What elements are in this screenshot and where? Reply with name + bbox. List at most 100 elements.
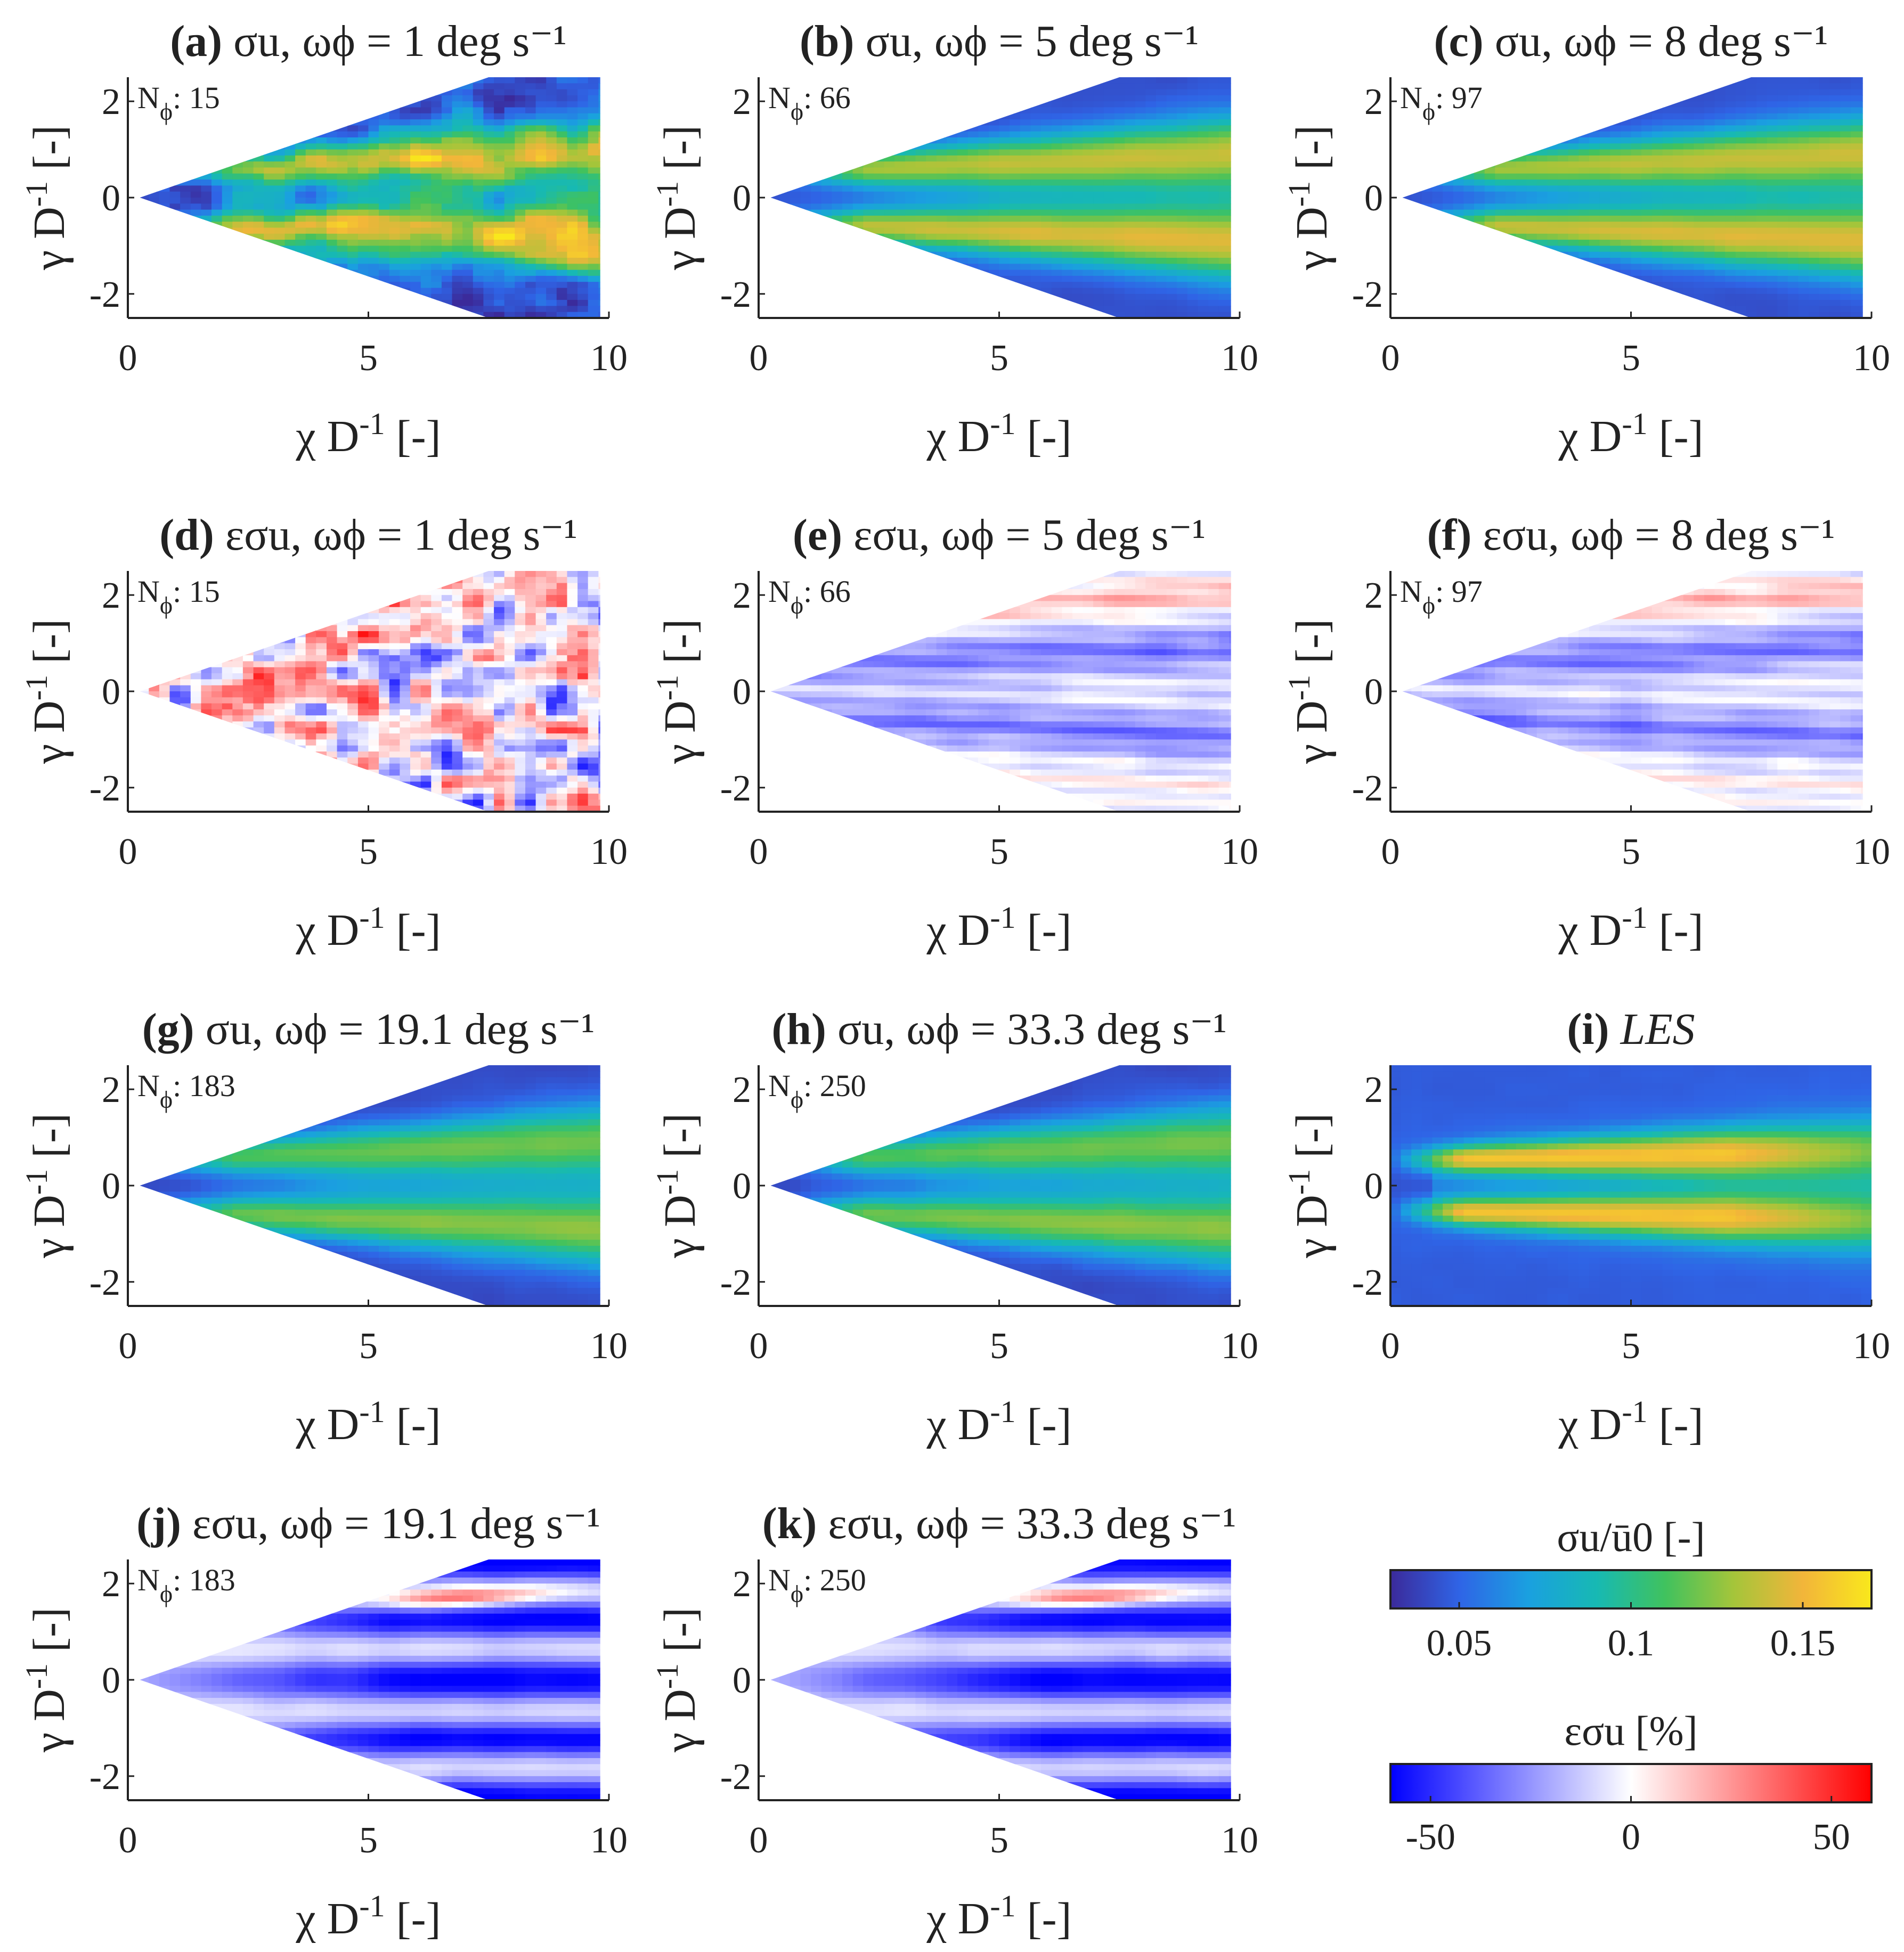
heatmap-cell: [1083, 269, 1094, 276]
heatmap-cell: [1651, 246, 1663, 252]
heatmap-cell: [1516, 95, 1527, 102]
heatmap-cell: [873, 179, 885, 186]
heatmap-cell: [1526, 215, 1537, 222]
heatmap-cell: [222, 143, 233, 150]
heatmap-cell: [1620, 300, 1632, 307]
heatmap-cell: [1568, 101, 1580, 108]
heatmap-cell: [567, 155, 578, 162]
heatmap-cell: [852, 155, 864, 162]
heatmap-cell: [1694, 288, 1705, 295]
heatmap-cell: [988, 185, 1000, 192]
heatmap-cell: [1610, 246, 1621, 252]
heatmap-cell: [926, 233, 937, 240]
heatmap-cell: [494, 137, 505, 144]
heatmap-cell: [1526, 233, 1537, 240]
heatmap-cell: [410, 293, 421, 300]
heatmap-cell: [1041, 101, 1052, 108]
heatmap-cell: [577, 293, 589, 300]
heatmap-cell: [462, 306, 474, 313]
heatmap-cell: [967, 209, 979, 216]
heatmap-cell: [441, 251, 453, 258]
heatmap-cell: [978, 288, 989, 295]
heatmap-cell: [936, 198, 948, 205]
heatmap-cell: [1714, 101, 1726, 108]
heatmap-cell: [441, 113, 453, 120]
heatmap-cell: [1145, 240, 1157, 247]
heatmap-cell: [452, 113, 463, 120]
heatmap-cell: [535, 251, 547, 258]
heatmap-cell: [832, 258, 843, 265]
heatmap-cell: [159, 83, 170, 90]
heatmap-cell: [1495, 77, 1506, 84]
heatmap-cell: [884, 101, 895, 108]
heatmap-cell: [1402, 222, 1412, 228]
heatmap-cell: [1536, 300, 1548, 307]
heatmap-cell: [1166, 179, 1177, 186]
heatmap-cell: [988, 306, 1000, 313]
heatmap-cell: [1610, 143, 1621, 150]
heatmap-cell: [462, 300, 474, 307]
heatmap-cell: [1432, 185, 1443, 192]
heatmap-cell: [1229, 191, 1231, 198]
heatmap-cell: [1135, 83, 1146, 90]
heatmap-cell: [1505, 89, 1517, 96]
heatmap-cell: [1610, 125, 1621, 132]
heatmap-cell: [884, 113, 895, 120]
heatmap-cell: [1421, 209, 1433, 216]
heatmap-cell: [1041, 161, 1052, 168]
heatmap-cell: [598, 143, 600, 150]
heatmap-cell: [546, 95, 557, 102]
heatmap-cell: [232, 113, 243, 120]
heatmap-cell: [357, 107, 369, 114]
heatmap-cell: [159, 288, 170, 295]
heatmap-cell: [957, 95, 969, 102]
heatmap-cell: [1495, 179, 1506, 186]
heatmap-cell: [420, 240, 432, 247]
heatmap-cell: [957, 251, 969, 258]
heatmap-cell: [452, 77, 463, 84]
heatmap-cell: [1229, 312, 1231, 318]
heatmap-cell: [832, 222, 843, 228]
heatmap-cell: [556, 215, 568, 222]
heatmap-cell: [1208, 306, 1219, 313]
heatmap-cell: [1051, 288, 1063, 295]
heatmap-cell: [253, 251, 264, 258]
heatmap-cell: [337, 125, 348, 132]
heatmap-cell: [999, 203, 1010, 210]
heatmap-cell: [494, 149, 505, 156]
heatmap-cell: [462, 282, 474, 289]
heatmap-cell: [1041, 246, 1052, 252]
heatmap-cell: [232, 173, 243, 180]
heatmap-cell: [978, 83, 989, 90]
heatmap-cell: [1474, 155, 1485, 162]
heatmap-cell: [1641, 185, 1653, 192]
heatmap-cell: [169, 269, 181, 276]
heatmap-cell: [863, 131, 874, 138]
heatmap-cell: [1704, 137, 1715, 144]
heatmap-cell: [159, 293, 170, 300]
heatmap-cell: [1704, 131, 1715, 138]
heatmap-cell: [1610, 251, 1621, 258]
heatmap-cell: [1620, 264, 1632, 271]
heatmap-cell: [546, 222, 557, 228]
heatmap-cell: [420, 131, 432, 138]
heatmap-cell: [1041, 203, 1052, 210]
heatmap-cell: [1177, 251, 1188, 258]
heatmap-cell: [1714, 119, 1726, 126]
heatmap-cell: [1505, 125, 1517, 132]
heatmap-cell: [274, 203, 286, 210]
heatmap-cell: [1072, 179, 1084, 186]
heatmap-cell: [1093, 222, 1104, 228]
heatmap-cell: [967, 173, 979, 180]
heatmap-cell: [811, 300, 822, 307]
heatmap-cell: [368, 95, 379, 102]
heatmap-cell: [410, 269, 421, 276]
heatmap-cell: [1125, 77, 1136, 84]
heatmap-cell: [1390, 132, 1401, 138]
heatmap-cell: [1463, 258, 1475, 265]
heatmap-cell: [811, 167, 822, 174]
heatmap-cell: [347, 185, 359, 192]
heatmap-cell: [316, 300, 327, 307]
heatmap-cell: [525, 191, 536, 198]
heatmap-cell: [1229, 113, 1231, 120]
